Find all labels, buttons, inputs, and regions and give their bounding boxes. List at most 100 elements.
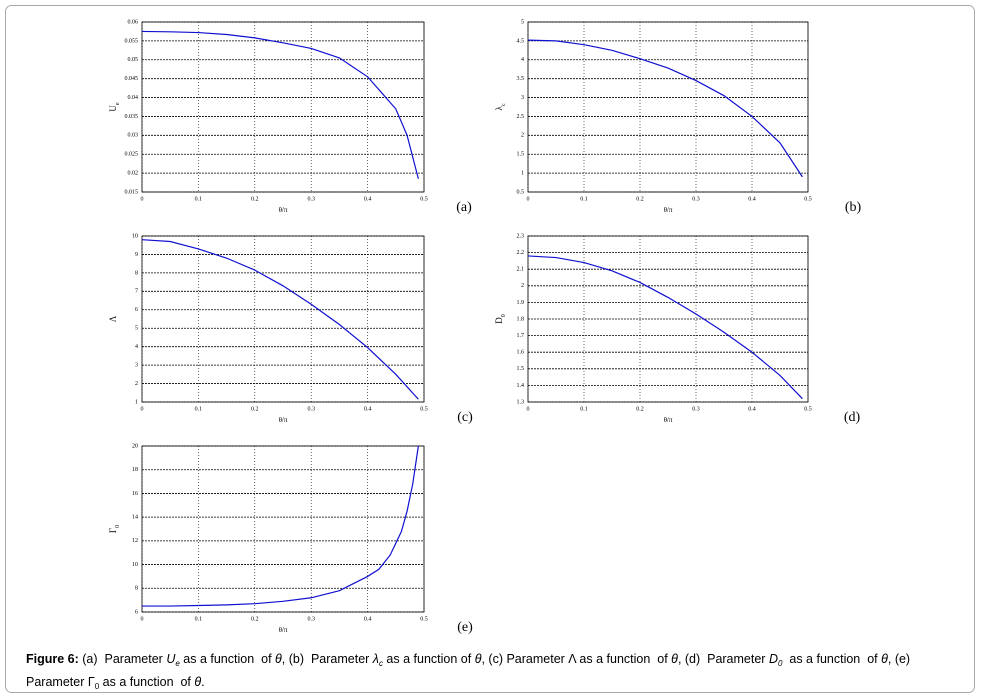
caption-label: Figure 6: (26, 652, 79, 666)
x-tick-label: 0.3 (692, 406, 700, 412)
y-tick-label: 4 (135, 344, 138, 350)
y-tick-label: 0.06 (128, 19, 139, 25)
x-tick-label: 0 (141, 406, 144, 412)
caption-symbol: λ (372, 652, 379, 666)
y-tick-label: 1 (521, 170, 524, 176)
y-tick-label: 2 (135, 381, 138, 387)
y-tick-label: 7 (135, 289, 138, 295)
panel-label: (c) (457, 410, 473, 425)
caption-text: , (c) Parameter Λ as a function of (481, 652, 672, 666)
y-tick-label: 0.055 (125, 38, 139, 44)
y-tick-label: 14 (132, 515, 138, 521)
y-tick-label: 2.3 (517, 233, 525, 239)
caption-text: as a function of (99, 675, 195, 689)
caption-symbol: θ (881, 652, 888, 666)
x-tick-label: 0.2 (636, 196, 644, 202)
x-tick-label: 0.1 (195, 196, 203, 202)
caption-sub: c (378, 659, 383, 668)
y-tick-label: 2.1 (517, 267, 525, 273)
y-tick-label: 1.6 (517, 350, 525, 356)
caption-text: , (e) (887, 652, 911, 666)
caption-text: . (201, 675, 205, 689)
x-tick-label: 0.4 (364, 196, 372, 202)
caption-text: , (d) Parameter (677, 652, 769, 666)
y-tick-label: 0.02 (128, 170, 139, 176)
y-axis-label-main: λ (494, 106, 504, 111)
y-tick-label: 12 (132, 538, 138, 544)
y-tick-label: 4.5 (517, 38, 525, 44)
y-tick-label: 6 (135, 307, 138, 313)
y-axis-label: λc (494, 103, 507, 110)
x-axis-label: θ/π (279, 416, 288, 424)
panel-label: (a) (456, 200, 472, 215)
x-tick-label: 0.1 (580, 406, 588, 412)
caption-symbol: θ (275, 652, 282, 666)
curve (142, 445, 419, 607)
y-tick-label: 1.5 (517, 152, 525, 158)
caption-symbol: θ (474, 652, 482, 666)
x-tick-label: 0.1 (195, 616, 203, 622)
y-tick-label: 1.8 (517, 316, 525, 322)
caption-sub: 0 (777, 659, 783, 668)
caption-text: as a function of (782, 652, 882, 666)
y-tick-label: 1.3 (517, 399, 525, 405)
x-tick-label: 0.3 (307, 406, 315, 412)
caption-symbol: U (166, 652, 176, 666)
caption-symbol: θ (671, 652, 678, 666)
curve (141, 30, 419, 179)
caption-text: Parameter Γ (26, 675, 95, 689)
caption-text: as a function of (382, 652, 475, 666)
y-axis-label-main: U (108, 105, 118, 112)
x-tick-label: 0.3 (307, 616, 315, 622)
caption: Figure 6: (a) Parameter Ue as a function… (26, 650, 910, 696)
x-tick-label: 0.4 (748, 196, 756, 202)
y-axis-label-main: Γ (108, 528, 118, 533)
caption-sub: 0 (94, 682, 100, 691)
x-tick-label: 0.3 (307, 196, 315, 202)
caption-text: as a function of (179, 652, 276, 666)
y-axis-label-sub: c (501, 103, 507, 106)
plot-area (141, 21, 425, 193)
y-tick-label: 2 (521, 133, 524, 139)
y-tick-label: 3.5 (517, 76, 525, 82)
y-axis-label-sub: 0 (501, 314, 507, 317)
y-tick-label: 2 (521, 283, 524, 289)
y-tick-label: 8 (135, 270, 138, 276)
y-axis-label: D0 (494, 314, 507, 324)
plot-area (141, 235, 425, 403)
panel-label: (b) (845, 200, 862, 215)
y-tick-label: 0.03 (128, 133, 139, 139)
caption-sub: e (175, 659, 180, 668)
y-tick-label: 4 (521, 57, 524, 63)
panel-label: (d) (844, 410, 861, 425)
y-axis-label: Ue (108, 102, 121, 112)
y-tick-label: 1.4 (517, 383, 525, 389)
x-tick-label: 0.3 (692, 196, 700, 202)
x-tick-label: 0.5 (804, 406, 812, 412)
caption-text: (a) Parameter (78, 652, 167, 666)
y-tick-label: 0.05 (128, 57, 139, 63)
y-axis-label-sub: 0 (115, 525, 121, 528)
x-tick-label: 0.5 (420, 406, 428, 412)
curve (527, 39, 803, 178)
x-tick-label: 0.5 (804, 196, 812, 202)
frame (5, 5, 975, 693)
caption-symbol: D (768, 652, 778, 666)
x-tick-label: 0.4 (364, 406, 372, 412)
x-tick-label: 0.2 (636, 406, 644, 412)
y-tick-label: 1 (135, 399, 138, 405)
y-tick-label: 5 (135, 326, 138, 332)
y-tick-label: 3 (521, 95, 524, 101)
x-tick-label: 0.5 (420, 616, 428, 622)
y-tick-label: 1.5 (517, 366, 525, 372)
caption-symbol: θ (194, 675, 202, 689)
y-tick-label: 18 (132, 467, 138, 473)
x-axis-label: θ/π (664, 416, 673, 424)
y-tick-label: 16 (132, 491, 138, 497)
curve (527, 255, 803, 400)
y-tick-label: 0.025 (125, 152, 139, 158)
y-axis-label: Γ0 (108, 525, 121, 533)
x-tick-label: 0 (527, 406, 530, 412)
y-tick-label: 2.2 (517, 250, 525, 256)
y-tick-label: 1.9 (517, 300, 525, 306)
